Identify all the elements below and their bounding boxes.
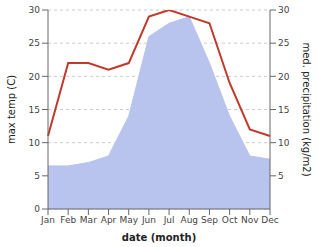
svg-text:Mar: Mar (80, 215, 97, 225)
svg-text:Jul: Jul (163, 215, 175, 225)
svg-text:20: 20 (278, 72, 290, 82)
svg-text:Apr: Apr (101, 215, 117, 225)
svg-text:Feb: Feb (60, 215, 76, 225)
svg-text:Jun: Jun (141, 215, 156, 225)
svg-text:May: May (119, 215, 138, 225)
svg-text:Aug: Aug (180, 215, 198, 225)
svg-text:Jan: Jan (40, 215, 55, 225)
svg-text:date (month): date (month) (122, 232, 196, 243)
svg-text:med. precipitation (kg/m2): med. precipitation (kg/m2) (301, 42, 310, 176)
svg-text:10: 10 (278, 138, 290, 148)
svg-text:15: 15 (29, 105, 40, 115)
svg-text:Dec: Dec (261, 215, 278, 225)
svg-text:Sep: Sep (201, 215, 218, 225)
svg-text:30: 30 (29, 5, 41, 15)
svg-text:10: 10 (29, 138, 41, 148)
svg-text:25: 25 (278, 38, 289, 48)
svg-text:Nov: Nov (241, 215, 259, 225)
svg-text:15: 15 (278, 105, 289, 115)
svg-text:max temp (C): max temp (C) (8, 75, 17, 144)
svg-text:25: 25 (29, 38, 40, 48)
svg-text:Oct: Oct (222, 215, 238, 225)
svg-text:20: 20 (29, 72, 41, 82)
svg-text:30: 30 (278, 5, 290, 15)
svg-text:0: 0 (34, 204, 40, 214)
svg-text:5: 5 (34, 171, 40, 181)
svg-text:5: 5 (278, 171, 284, 181)
